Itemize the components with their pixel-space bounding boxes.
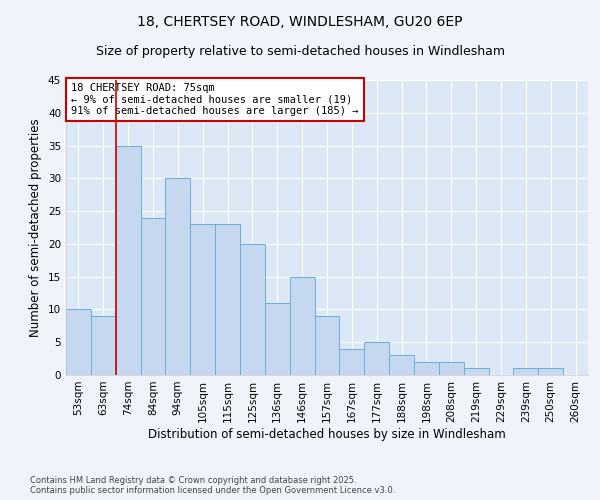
Bar	[140, 218, 166, 375]
Text: 18, CHERTSEY ROAD, WINDLESHAM, GU20 6EP: 18, CHERTSEY ROAD, WINDLESHAM, GU20 6EP	[137, 15, 463, 29]
Text: Size of property relative to semi-detached houses in Windlesham: Size of property relative to semi-detach…	[95, 45, 505, 58]
Text: 18 CHERTSEY ROAD: 75sqm
← 9% of semi-detached houses are smaller (19)
91% of sem: 18 CHERTSEY ROAD: 75sqm ← 9% of semi-det…	[71, 83, 359, 116]
Bar	[439, 362, 464, 375]
Bar	[265, 303, 290, 375]
Bar	[340, 349, 364, 375]
Bar	[290, 276, 314, 375]
Bar	[464, 368, 488, 375]
Bar	[190, 224, 215, 375]
Bar	[514, 368, 538, 375]
Bar	[66, 310, 91, 375]
Bar	[414, 362, 439, 375]
Bar	[389, 356, 414, 375]
Y-axis label: Number of semi-detached properties: Number of semi-detached properties	[29, 118, 43, 337]
Bar	[166, 178, 190, 375]
X-axis label: Distribution of semi-detached houses by size in Windlesham: Distribution of semi-detached houses by …	[148, 428, 506, 440]
Bar	[91, 316, 116, 375]
Bar	[364, 342, 389, 375]
Bar	[240, 244, 265, 375]
Bar	[314, 316, 340, 375]
Bar	[116, 146, 140, 375]
Bar	[215, 224, 240, 375]
Bar	[538, 368, 563, 375]
Text: Contains HM Land Registry data © Crown copyright and database right 2025.
Contai: Contains HM Land Registry data © Crown c…	[30, 476, 395, 495]
